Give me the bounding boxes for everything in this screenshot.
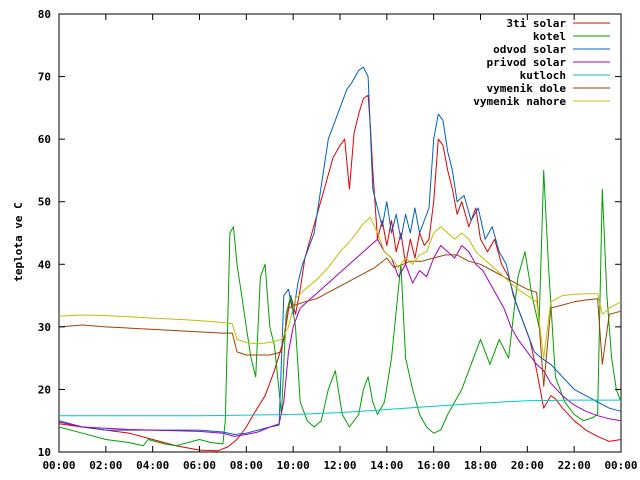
x-tick-label: 02:00 (89, 459, 122, 472)
y-tick-label: 80 (38, 8, 51, 21)
series-line-kutloch (59, 399, 621, 417)
series-line-kotel (58, 169, 622, 447)
x-tick-label: 10:00 (277, 459, 310, 472)
x-tick-label: 12:00 (323, 459, 356, 472)
legend-label: kutloch (520, 69, 566, 82)
ticks-layer: 00:00 02:00 04:00 06:00 08:00 10:00 12:00 14:00… (38, 8, 638, 472)
x-tick-label: 00:00 (604, 459, 637, 472)
y-tick-label: 40 (38, 258, 51, 271)
series-line-privod-solar (58, 238, 622, 437)
y-tick-label: 20 (38, 383, 51, 396)
legend-label: 3ti solar (506, 17, 566, 30)
series-line-vymenik-nahore (58, 216, 622, 359)
y-tick-label: 70 (38, 71, 51, 84)
series-line-vymenik-dole (58, 254, 622, 387)
x-tick-label: 18:00 (464, 459, 497, 472)
x-tick-label: 06:00 (183, 459, 216, 472)
x-tick-label: 20:00 (511, 459, 544, 472)
x-tick-label: 08:00 (230, 459, 263, 472)
x-tick-label: 04:00 (136, 459, 169, 472)
x-tick-label: 16:00 (417, 459, 450, 472)
y-tick-label: 30 (38, 321, 51, 334)
y-axis-title: teplota ve C (12, 202, 25, 281)
x-tick-label: 22:00 (558, 459, 591, 472)
legend-label: privod solar (487, 56, 567, 69)
y-tick-label: 60 (38, 133, 51, 146)
legend-label: vymenik dole (487, 82, 567, 95)
y-tick-label: 10 (38, 446, 51, 459)
legend-label: kotel (533, 30, 566, 43)
series-layer (58, 66, 622, 452)
y-tick-label: 50 (38, 196, 51, 209)
x-tick-label: 00:00 (42, 459, 75, 472)
series-line-odvod-solar (58, 66, 622, 435)
legend-label: odvod solar (493, 43, 566, 56)
legend-label: vymenik nahore (473, 95, 566, 108)
x-tick-label: 14:00 (370, 459, 403, 472)
